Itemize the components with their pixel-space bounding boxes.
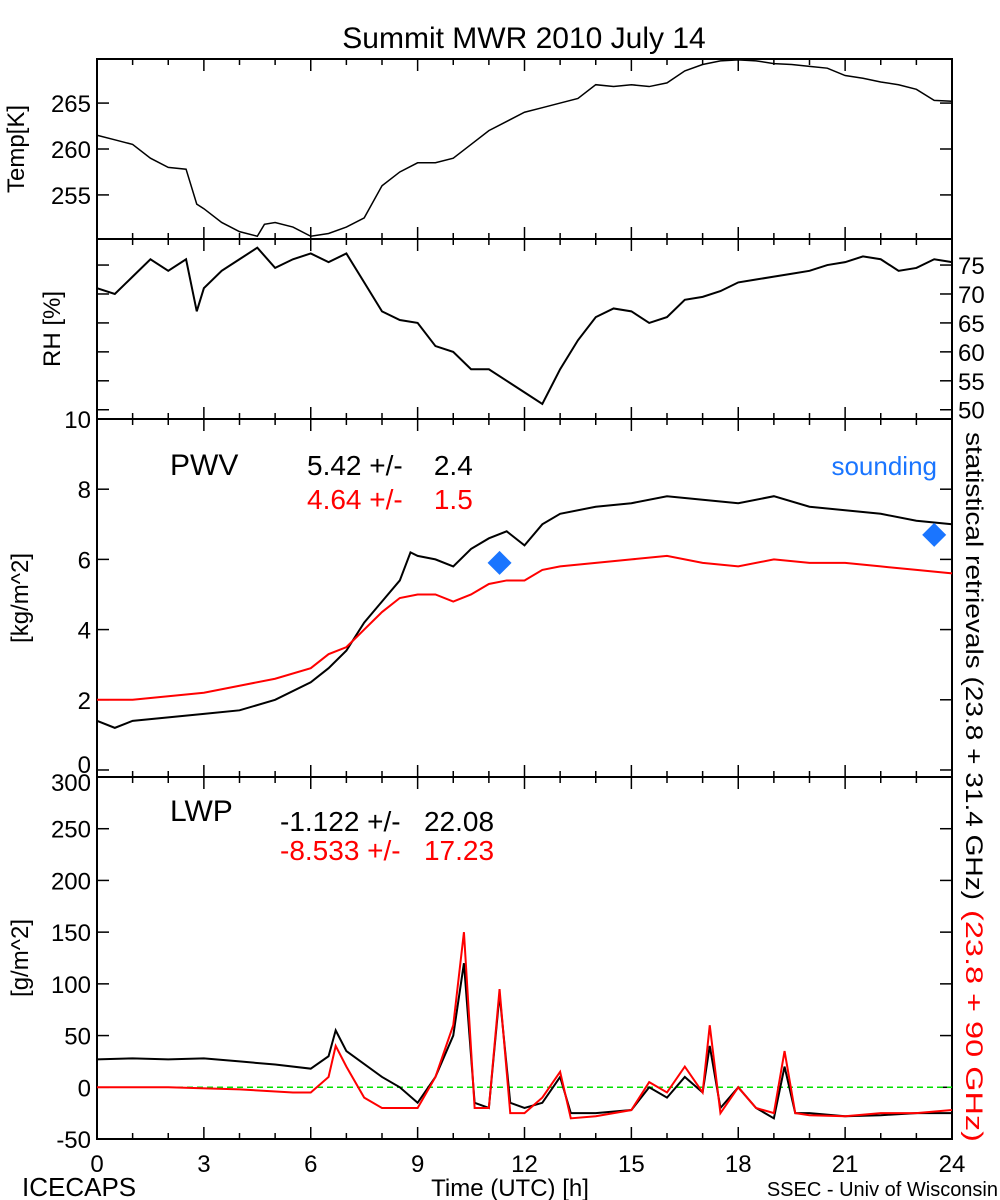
x-tick-label: 0: [90, 1151, 103, 1178]
right-label-black: statistical retrievals (23.8 + 31.4 GHz): [960, 432, 987, 900]
x-tick-label: 21: [832, 1151, 859, 1178]
temp-series: [96, 59, 953, 238]
panel-temp: [96, 58, 953, 240]
lwp-label: LWP: [170, 795, 233, 828]
panel-rh: [96, 238, 953, 420]
y-tick-label: 200: [51, 868, 91, 895]
pwv-stat-red: 4.64 +/- 1.5: [307, 484, 473, 515]
sounding-label: sounding: [831, 451, 937, 481]
pwv-label: PWV: [170, 449, 238, 482]
lwp-series-black: [96, 963, 952, 1120]
y-axis-label-pwv: [kg/m^2]: [7, 553, 34, 643]
lwp-stat-red: -8.533 +/- 17.23: [280, 835, 494, 866]
y-tick-label: 55: [958, 369, 985, 396]
y-tick-label: -50: [56, 1127, 91, 1154]
y-tick-label: 6: [78, 547, 91, 574]
x-tick-label: 24: [939, 1151, 966, 1178]
y-axis-label-temp: Temp[K]: [3, 105, 30, 193]
y-tick-label: 260: [51, 137, 91, 164]
y-tick-label: 100: [51, 972, 91, 999]
y-tick-label: 150: [51, 920, 91, 947]
panel-frame: [96, 776, 953, 1140]
y-tick-label: 10: [64, 407, 91, 434]
panel-frame: [96, 58, 953, 240]
y-axis-label-rh: RH [%]: [39, 291, 66, 367]
panel-pwv: [96, 418, 953, 778]
lwp-stat-black: -1.122 +/- 22.08: [280, 806, 494, 837]
y-axis-label-lwp: [g/m^2]: [7, 919, 34, 997]
lwp-series-red: [97, 932, 953, 1120]
y-tick-label: 300: [51, 770, 91, 797]
y-tick-label: 250: [51, 817, 91, 844]
pwv-series-black: [96, 495, 953, 729]
y-tick-label: 60: [958, 340, 985, 367]
panel-lwp: [96, 776, 953, 1140]
footer-right: SSEC - Univ of Wisconsin: [767, 1179, 998, 1200]
footer-left: ICECAPS: [22, 1172, 136, 1200]
y-tick-label: 0: [78, 752, 91, 779]
y-tick-label: 75: [958, 253, 985, 280]
x-tick-label: 9: [411, 1151, 424, 1178]
sounding-marker: [922, 522, 947, 547]
x-tick-label: 15: [618, 1151, 645, 1178]
y-tick-label: 65: [958, 311, 985, 338]
right-label-red: (23.8 + 90 GHz): [960, 910, 987, 1142]
y-tick-label: 2: [78, 688, 91, 715]
chart-title: Summit MWR 2010 July 14: [342, 22, 705, 55]
y-tick-label: 255: [51, 183, 91, 210]
sounding-marker: [487, 550, 512, 575]
rh-series: [96, 246, 953, 406]
x-tick-label: 6: [304, 1151, 317, 1178]
x-axis-label: Time (UTC) [h]: [431, 1175, 589, 1200]
y-tick-label: 4: [78, 618, 91, 645]
y-tick-label: 50: [958, 398, 985, 425]
y-tick-label: 265: [51, 91, 91, 118]
x-tick-label: 18: [725, 1151, 752, 1178]
pwv-stat-black: 5.42 +/- 2.4: [307, 450, 473, 481]
y-tick-label: 0: [78, 1075, 91, 1102]
x-tick-label: 3: [197, 1151, 210, 1178]
y-tick-label: 70: [958, 282, 985, 309]
y-tick-label: 50: [64, 1024, 91, 1051]
y-tick-label: 8: [78, 477, 91, 504]
x-tick-label: 12: [511, 1151, 538, 1178]
pwv-series-red: [97, 554, 953, 701]
